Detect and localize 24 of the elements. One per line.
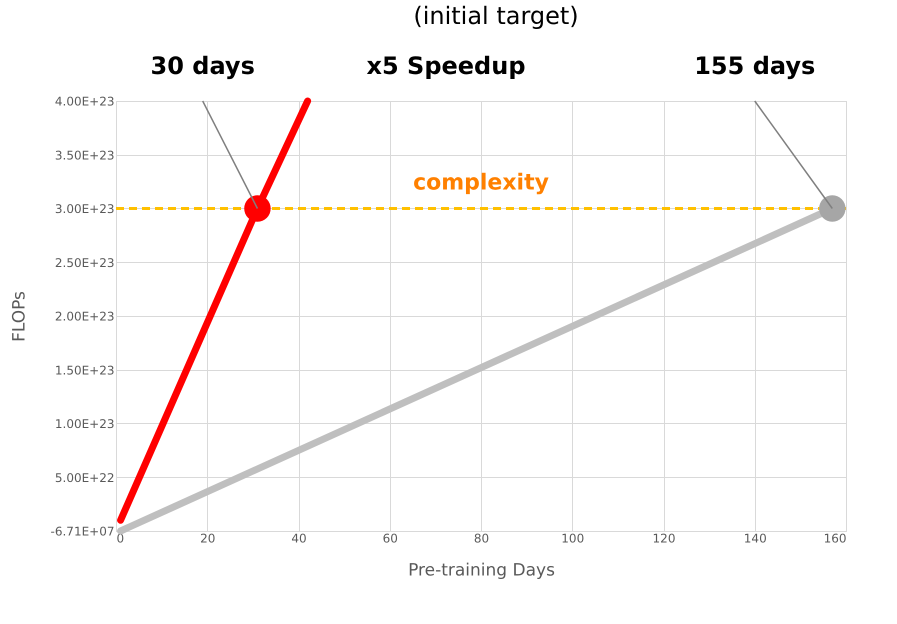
ref-line-label: complexity xyxy=(413,170,549,196)
text: (initial target) xyxy=(413,2,579,30)
x-tick-label: 40 xyxy=(291,532,307,546)
y-tick-label: 4.00E+23 xyxy=(54,94,114,108)
annotation: 155 days xyxy=(694,52,816,80)
y-tick-label: 1.00E+23 xyxy=(54,417,114,431)
x-tick-label: 160 xyxy=(824,532,846,546)
y-tick-label: 2.00E+23 xyxy=(54,310,114,324)
annotation: 30 days xyxy=(150,52,255,80)
y-tick-label: -6.71E+07 xyxy=(50,524,114,538)
y-tick-label: 3.50E+23 xyxy=(54,148,114,162)
y-tick-label: 5.00E+22 xyxy=(54,470,114,485)
x-tick-label: 120 xyxy=(652,532,676,546)
x-tick-label: 140 xyxy=(744,532,767,546)
y-tick-label: 3.00E+23 xyxy=(54,202,114,216)
x-tick-label: 100 xyxy=(561,532,584,546)
x-tick-label: 60 xyxy=(382,532,398,546)
y-tick-label: 2.50E+23 xyxy=(54,256,114,270)
text: x5 Speedup xyxy=(366,52,526,80)
x-tick-label: 80 xyxy=(474,532,490,546)
x-axis-title: Pre-training Days xyxy=(408,560,556,580)
y-tick-label: 1.50E+23 xyxy=(54,363,114,378)
x-tick-label: 20 xyxy=(200,532,216,546)
y-axis-title: FLOPs xyxy=(10,290,30,342)
